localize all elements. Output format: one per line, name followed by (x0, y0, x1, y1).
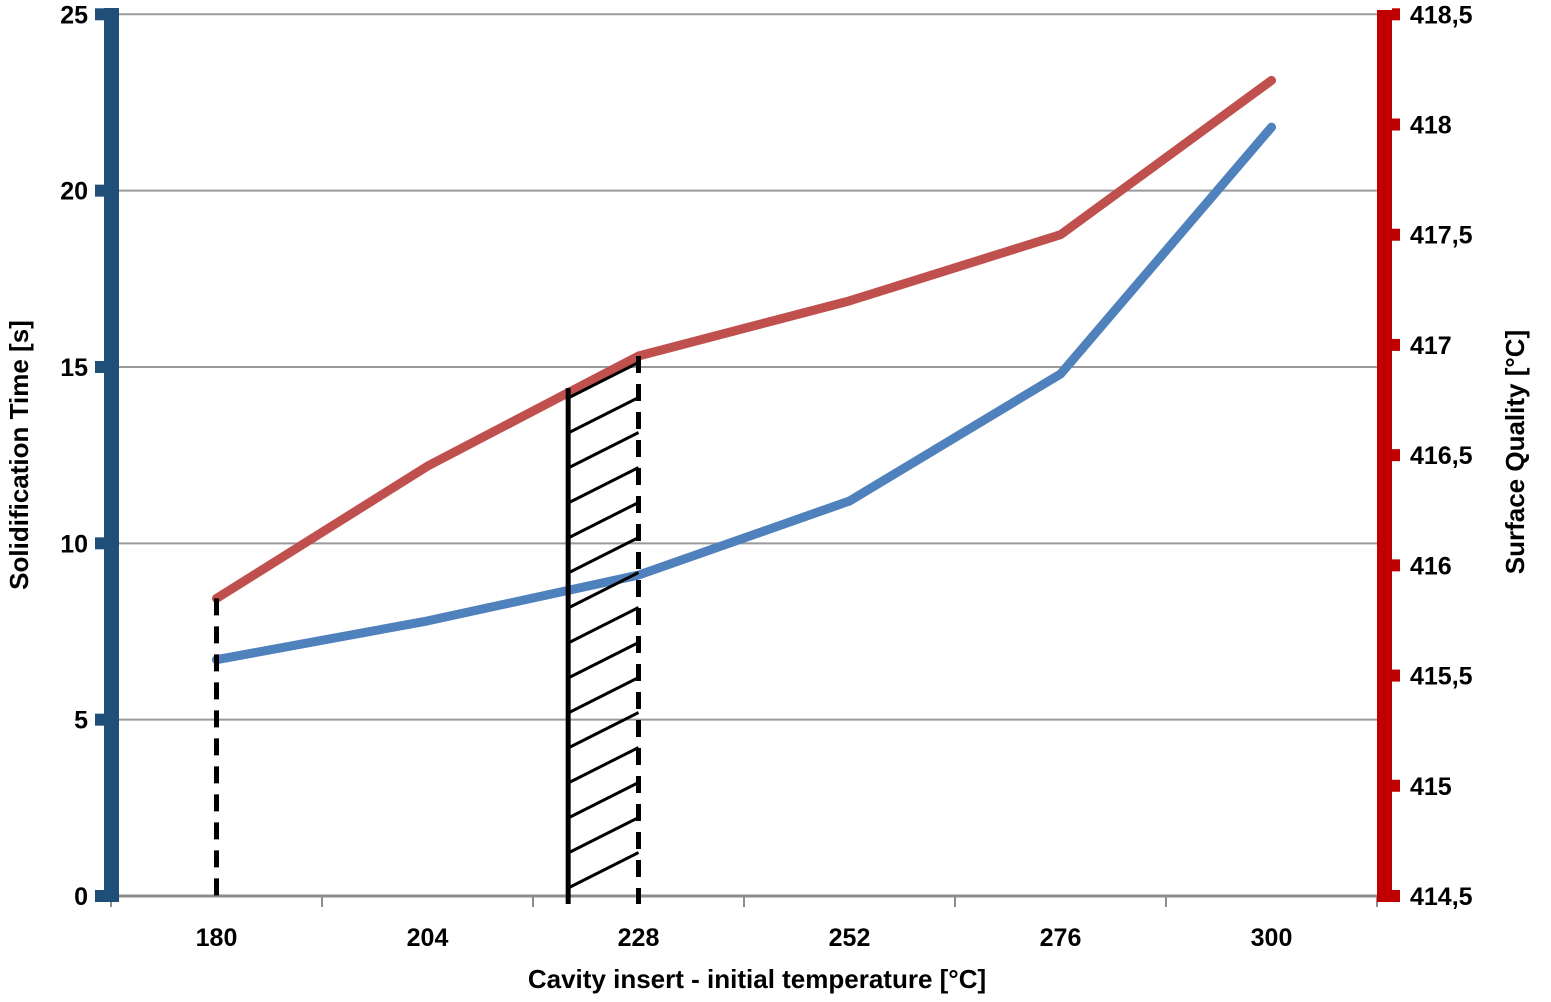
right-axis-tick-label: 417 (1410, 332, 1452, 360)
left-axis-tick (95, 8, 104, 21)
right-axis-tick-label: 417,5 (1410, 222, 1473, 250)
left-axis-tick-label: 20 (60, 178, 88, 206)
x-axis-tick-label: 252 (829, 924, 871, 952)
right-axis-tick-label: 418,5 (1410, 1, 1473, 29)
hatch-line (567, 361, 640, 400)
x-axis-tick-label: 180 (196, 924, 238, 952)
series-line-solidification-time (212, 122, 1276, 665)
x-axis-tick-label: 276 (1040, 924, 1082, 952)
right-axis-tick (1392, 228, 1400, 241)
right-axis-tick (1392, 118, 1400, 131)
hatch-line (567, 396, 640, 435)
right-axis-band (1377, 10, 1392, 902)
right-axis-tick (1392, 669, 1400, 682)
left-axis-title: Solidification Time [s] (4, 320, 34, 590)
series-line-surface-quality (212, 75, 1276, 603)
left-axis-tick (95, 713, 104, 726)
right-axis-tick (1392, 8, 1400, 21)
hatch-line (567, 606, 640, 645)
right-axis-tick (1392, 779, 1400, 792)
right-axis-tick-label: 418 (1410, 112, 1452, 140)
hatch-line (567, 816, 640, 855)
x-axis-tick-label: 300 (1251, 924, 1293, 952)
hatch-line (567, 641, 640, 680)
hatch-line (567, 466, 640, 505)
hatch-line (567, 431, 640, 470)
left-axis-tick-label: 10 (60, 530, 88, 558)
right-axis-tick (1392, 338, 1400, 351)
hatch-line (567, 571, 640, 610)
right-axis-tick (1392, 449, 1400, 462)
hatch-line (567, 781, 640, 820)
hatch-line (567, 746, 640, 785)
left-axis-tick (95, 184, 104, 197)
x-axis-tick-label: 228 (618, 924, 660, 952)
left-axis-tick (95, 890, 104, 902)
right-axis-tick-label: 414,5 (1410, 883, 1473, 911)
left-axis-tick (95, 537, 104, 550)
left-axis-tick (95, 360, 104, 373)
left-axis-tick-label: 5 (74, 707, 88, 735)
hatch-line (567, 851, 640, 890)
right-axis-tick (1392, 890, 1400, 902)
hatch-line (567, 501, 640, 540)
left-axis-tick-label: 0 (74, 883, 88, 911)
hatch-line (567, 711, 640, 750)
x-axis-tick-label: 204 (407, 924, 449, 952)
right-axis-tick-label: 416,5 (1410, 442, 1473, 470)
right-axis-title: Surface Quality [°C] (1500, 330, 1530, 574)
left-axis-tick-label: 15 (60, 354, 88, 382)
right-axis-tick-label: 415,5 (1410, 663, 1473, 691)
x-axis-title: Cavity insert - initial temperature [°C] (528, 964, 986, 994)
left-axis-tick-label: 25 (60, 1, 88, 29)
hatch-line (567, 536, 640, 575)
right-axis-tick-label: 415 (1410, 773, 1452, 801)
chart-generated-layer: 0 5 10 15 20 25 414,5 415 415,5 416 416,5 417 417,5 4… (60, 1, 1472, 952)
right-axis-tick-label: 416 (1410, 552, 1452, 580)
right-axis-tick (1392, 559, 1400, 572)
hatch-line (567, 676, 640, 715)
left-axis-band (104, 8, 119, 902)
